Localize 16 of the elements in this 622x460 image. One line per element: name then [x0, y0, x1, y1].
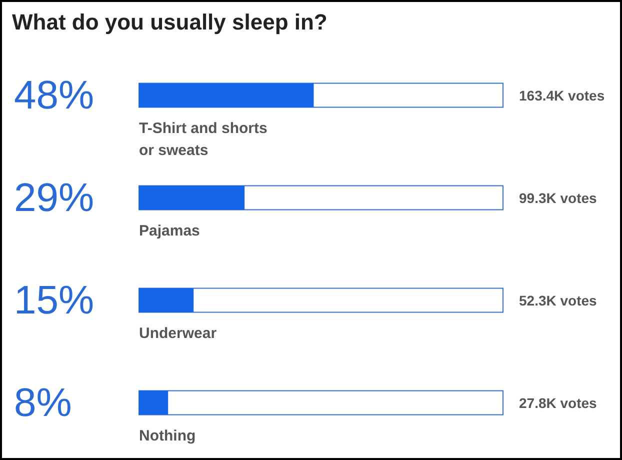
y-tick-label: T-Shirt and shorts or sweats: [139, 120, 272, 159]
text: 163.4K votes: [519, 87, 605, 104]
chart-title: What do you usually sleep in?: [12, 10, 328, 34]
text: 52.3K votes: [519, 292, 598, 308]
data-label: 48%: [14, 73, 94, 118]
y-tick-label: Pajamas: [139, 222, 200, 240]
bar: [139, 288, 194, 312]
data-label: 29%: [14, 176, 94, 220]
bar: [139, 186, 245, 210]
y-tick-label: Nothing: [139, 427, 196, 444]
text: 27.8K votes: [519, 394, 598, 411]
bar: [139, 390, 168, 415]
y-tick-label: Underwear: [139, 324, 217, 342]
data-label: 15%: [14, 278, 94, 322]
data-label: 8%: [14, 380, 72, 425]
text: 99.3K votes: [519, 190, 598, 206]
